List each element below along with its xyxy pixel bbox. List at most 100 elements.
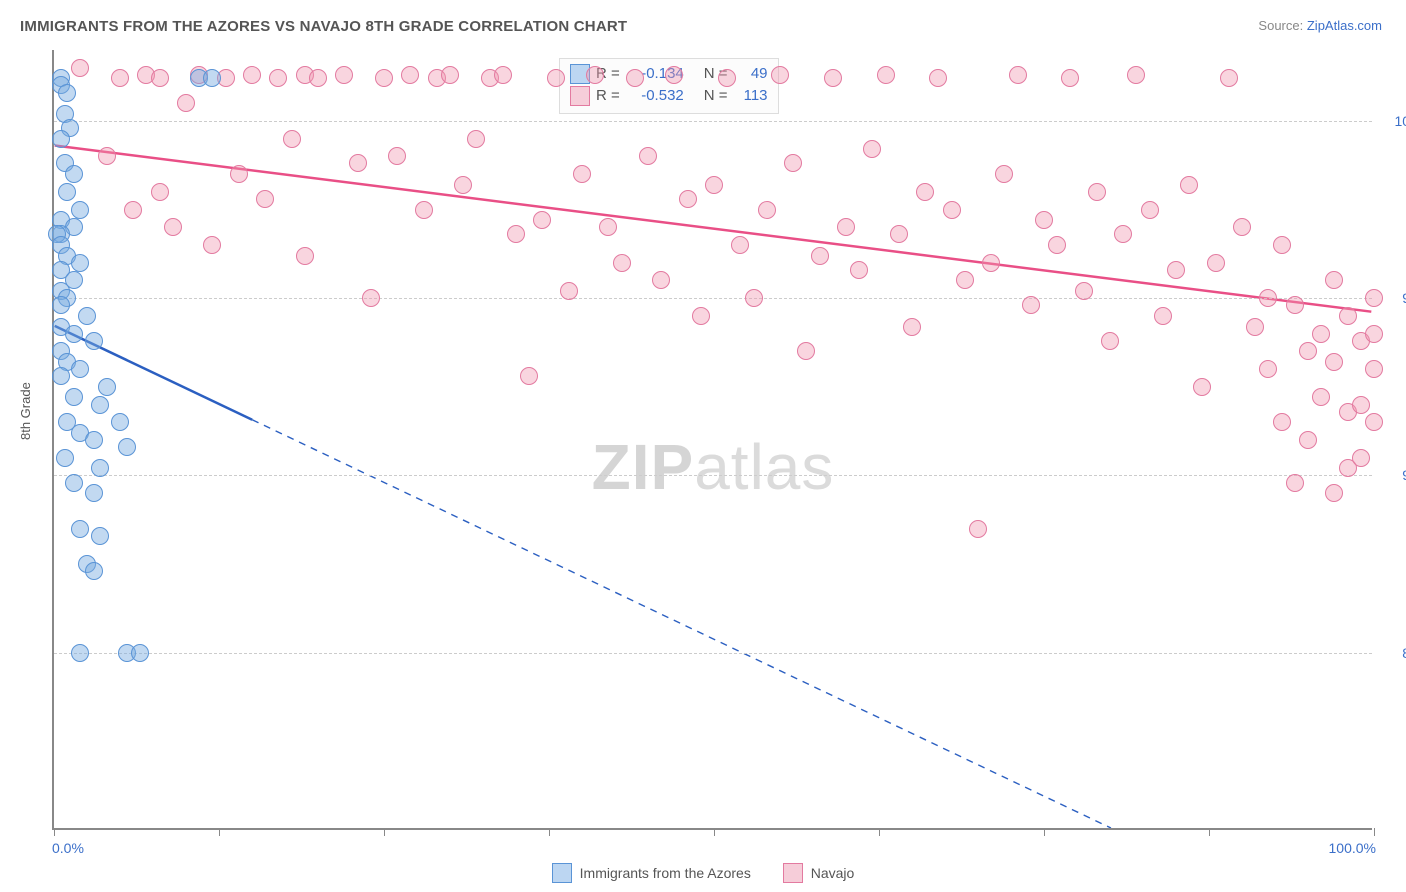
- data-point-navajo: [1259, 360, 1277, 378]
- data-point-azores: [52, 296, 70, 314]
- data-point-navajo: [1286, 296, 1304, 314]
- gridline: [54, 475, 1372, 476]
- data-point-navajo: [1352, 396, 1370, 414]
- data-point-azores: [71, 644, 89, 662]
- data-point-azores: [203, 69, 221, 87]
- data-point-navajo: [1022, 296, 1040, 314]
- data-point-navajo: [415, 201, 433, 219]
- data-point-navajo: [797, 342, 815, 360]
- data-point-navajo: [1273, 236, 1291, 254]
- data-point-navajo: [718, 69, 736, 87]
- data-point-navajo: [1365, 413, 1383, 431]
- data-point-navajo: [982, 254, 1000, 272]
- source-link[interactable]: ZipAtlas.com: [1307, 18, 1382, 33]
- data-point-navajo: [613, 254, 631, 272]
- data-point-navajo: [151, 69, 169, 87]
- x-tick-label-max: 100.0%: [1329, 840, 1376, 856]
- data-point-navajo: [1127, 66, 1145, 84]
- legend-swatch-navajo: [783, 863, 803, 883]
- data-point-azores: [71, 360, 89, 378]
- data-point-navajo: [309, 69, 327, 87]
- data-point-navajo: [863, 140, 881, 158]
- data-point-azores: [118, 438, 136, 456]
- data-point-navajo: [349, 154, 367, 172]
- data-point-navajo: [1114, 225, 1132, 243]
- data-point-navajo: [771, 66, 789, 84]
- y-tick-label: 95.0%: [1382, 290, 1406, 306]
- gridline: [54, 298, 1372, 299]
- data-point-azores: [52, 367, 70, 385]
- data-point-navajo: [1365, 289, 1383, 307]
- data-point-navajo: [824, 69, 842, 87]
- data-point-navajo: [1180, 176, 1198, 194]
- x-tick: [1209, 828, 1210, 836]
- data-point-navajo: [573, 165, 591, 183]
- watermark-zip: ZIP: [592, 431, 695, 503]
- data-point-azores: [111, 413, 129, 431]
- y-tick-label: 90.0%: [1382, 467, 1406, 483]
- data-point-navajo: [520, 367, 538, 385]
- data-point-navajo: [1312, 388, 1330, 406]
- data-point-navajo: [1207, 254, 1225, 272]
- data-point-navajo: [1286, 474, 1304, 492]
- data-point-navajo: [151, 183, 169, 201]
- data-point-navajo: [745, 289, 763, 307]
- data-point-navajo: [164, 218, 182, 236]
- data-point-azores: [78, 307, 96, 325]
- data-point-navajo: [547, 69, 565, 87]
- stats-R-label: R =: [596, 85, 620, 107]
- data-point-navajo: [903, 318, 921, 336]
- data-point-navajo: [243, 66, 261, 84]
- data-point-navajo: [98, 147, 116, 165]
- stats-swatch-navajo: [570, 86, 590, 106]
- data-point-navajo: [203, 236, 221, 254]
- data-point-navajo: [692, 307, 710, 325]
- data-point-azores: [91, 527, 109, 545]
- y-tick-label: 100.0%: [1382, 113, 1406, 129]
- trend-lines-layer: [54, 50, 1372, 828]
- data-point-azores: [71, 520, 89, 538]
- data-point-navajo: [1220, 69, 1238, 87]
- data-point-navajo: [599, 218, 617, 236]
- data-point-navajo: [652, 271, 670, 289]
- data-point-azores: [85, 562, 103, 580]
- data-point-navajo: [335, 66, 353, 84]
- data-point-navajo: [283, 130, 301, 148]
- data-point-navajo: [111, 69, 129, 87]
- data-point-navajo: [1167, 261, 1185, 279]
- data-point-navajo: [1312, 325, 1330, 343]
- data-point-navajo: [1325, 353, 1343, 371]
- data-point-navajo: [1352, 449, 1370, 467]
- data-point-navajo: [679, 190, 697, 208]
- x-tick: [219, 828, 220, 836]
- data-point-azores: [98, 378, 116, 396]
- data-point-navajo: [375, 69, 393, 87]
- data-point-navajo: [256, 190, 274, 208]
- data-point-azores: [91, 459, 109, 477]
- data-point-navajo: [943, 201, 961, 219]
- plot-area: ZIPatlas R = -0.134 N = 49 R = -0.532 N …: [52, 50, 1372, 830]
- watermark: ZIPatlas: [54, 430, 1372, 504]
- legend-label-navajo: Navajo: [811, 865, 855, 881]
- data-point-navajo: [929, 69, 947, 87]
- source-attribution: Source: ZipAtlas.com: [1258, 18, 1382, 33]
- data-point-azores: [71, 254, 89, 272]
- legend-item-navajo: Navajo: [783, 863, 855, 883]
- data-point-navajo: [1061, 69, 1079, 87]
- data-point-navajo: [124, 201, 142, 219]
- watermark-atlas: atlas: [694, 431, 834, 503]
- data-point-navajo: [296, 247, 314, 265]
- data-point-azores: [85, 431, 103, 449]
- data-point-navajo: [1325, 271, 1343, 289]
- data-point-azores: [131, 644, 149, 662]
- data-point-navajo: [956, 271, 974, 289]
- data-point-navajo: [1259, 289, 1277, 307]
- trend-line: [252, 420, 1111, 828]
- data-point-navajo: [1365, 325, 1383, 343]
- data-point-navajo: [1273, 413, 1291, 431]
- y-tick-label: 85.0%: [1382, 645, 1406, 661]
- data-point-navajo: [560, 282, 578, 300]
- data-point-navajo: [467, 130, 485, 148]
- data-point-navajo: [507, 225, 525, 243]
- data-point-navajo: [758, 201, 776, 219]
